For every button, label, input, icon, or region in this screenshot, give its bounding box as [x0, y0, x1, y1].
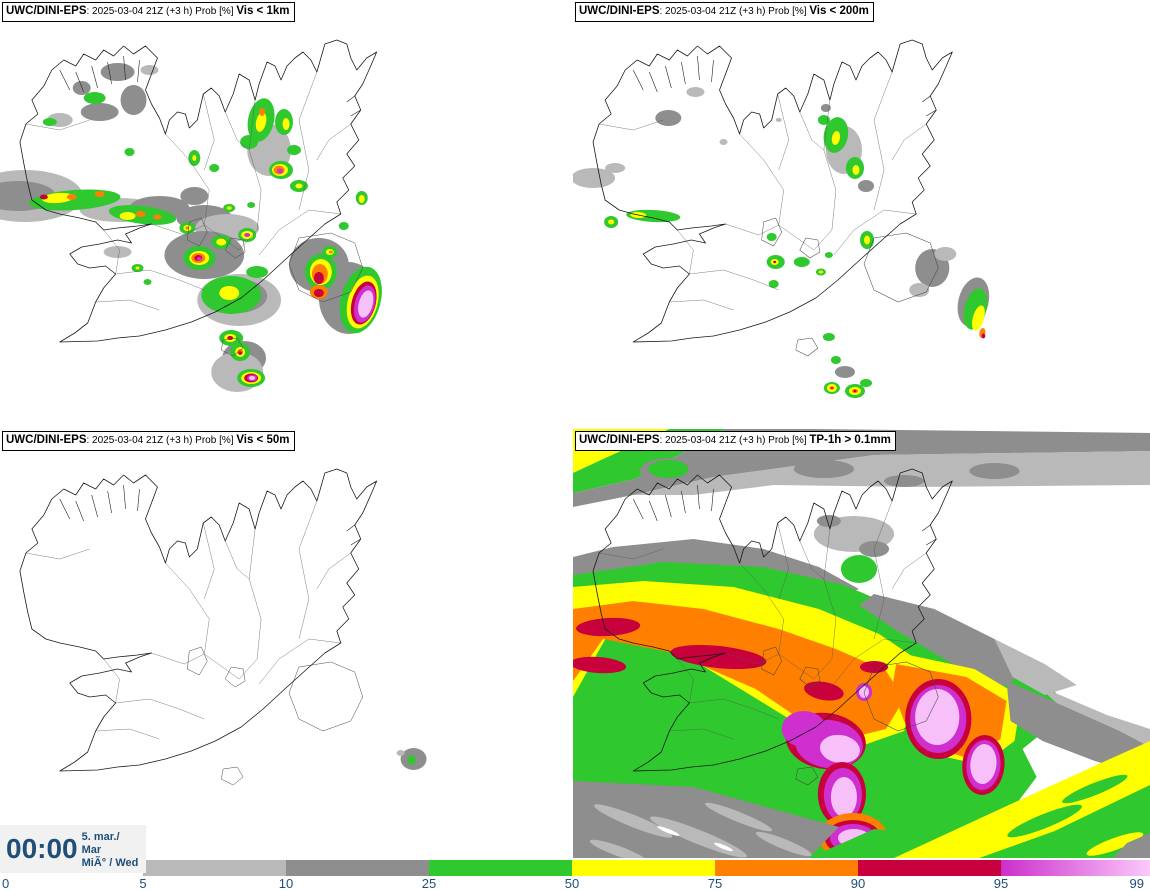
model-name: UWC/DINI-EPS — [6, 5, 87, 17]
panel-title-vis-200m: UWC/DINI-EPS: 2025-03-04 21Z (+3 h) Prob… — [575, 2, 874, 22]
legend-tick-label: 0 — [2, 876, 10, 891]
probability-field — [573, 87, 990, 398]
run-info: : 2025-03-04 21Z (+3 h) Prob [%] — [86, 435, 237, 446]
map-vis-50m — [19, 468, 427, 786]
legend-tick-label: 50 — [564, 876, 580, 891]
parameter-label: Vis < 1km — [236, 5, 290, 17]
run-info: : 2025-03-04 21Z (+3 h) Prob [%] — [659, 6, 810, 17]
legend-tick-label: 10 — [278, 876, 294, 891]
iceland-coastline — [19, 468, 378, 772]
legend-segment — [858, 860, 1001, 876]
map-vis-1km — [0, 39, 382, 392]
model-name: UWC/DINI-EPS — [579, 5, 660, 17]
legend-segment — [1001, 860, 1150, 876]
panel-tp-1h: UWC/DINI-EPS: 2025-03-04 21Z (+3 h) Prob… — [573, 429, 1150, 858]
legend-segment — [429, 860, 572, 876]
panel-vis-1km: UWC/DINI-EPS: 2025-03-04 21Z (+3 h) Prob… — [0, 0, 573, 429]
parameter-label: Vis < 200m — [809, 5, 869, 17]
legend-tick-label: 5 — [139, 876, 147, 891]
legend-tick-label: 99 — [1129, 876, 1144, 891]
legend-tick-label: 75 — [707, 876, 723, 891]
panel-title-vis-50m: UWC/DINI-EPS: 2025-03-04 21Z (+3 h) Prob… — [2, 431, 295, 451]
iceland-coastline — [592, 39, 953, 343]
legend-colorbar — [143, 860, 1150, 876]
map-linework — [19, 468, 378, 786]
panel-vis-50m: UWC/DINI-EPS: 2025-03-04 21Z (+3 h) Prob… — [0, 429, 573, 858]
map-linework — [592, 468, 953, 786]
probability-legend: 0 5 10 25 50 75 90 95 99 — [0, 858, 1150, 891]
model-name: UWC/DINI-EPS — [6, 434, 87, 446]
probability-field — [573, 429, 1150, 858]
parameter-label: Vis < 50m — [236, 434, 290, 446]
run-info: : 2025-03-04 21Z (+3 h) Prob [%] — [659, 435, 810, 446]
map-linework — [19, 39, 378, 357]
legend-segment — [715, 860, 858, 876]
valid-date-line: Mar — [81, 843, 102, 856]
legend-tick-label: 95 — [993, 876, 1009, 891]
iceland-coastline — [592, 468, 953, 772]
panel-title-tp-1h: UWC/DINI-EPS: 2025-03-04 21Z (+3 h) Prob… — [575, 431, 896, 451]
panel-vis-200m: UWC/DINI-EPS: 2025-03-04 21Z (+3 h) Prob… — [573, 0, 1150, 429]
probability-field — [0, 63, 382, 392]
valid-date-block: 5. mar./ Mar MiÃ° / Wed — [82, 831, 139, 870]
iceland-coastline — [19, 39, 378, 343]
valid-date-line: 5. mar./ — [81, 830, 120, 843]
panel-title-vis-1km: UWC/DINI-EPS: 2025-03-04 21Z (+3 h) Prob… — [2, 2, 295, 22]
valid-time-clock: 00:00 5. mar./ Mar MiÃ° / Wed — [0, 825, 146, 873]
map-linework — [592, 39, 953, 357]
valid-time: 00:00 — [6, 833, 78, 864]
probability-field — [396, 748, 427, 770]
legend-segment — [572, 860, 715, 876]
map-tp-1h — [573, 429, 1150, 858]
legend-tick-label: 25 — [421, 876, 437, 891]
model-name: UWC/DINI-EPS — [579, 434, 660, 446]
valid-date-line: MiÃ° / Wed — [81, 856, 139, 869]
run-info: : 2025-03-04 21Z (+3 h) Prob [%] — [86, 6, 237, 17]
parameter-label: TP-1h > 0.1mm — [809, 434, 891, 446]
legend-segment — [143, 860, 286, 876]
legend-tick-label: 90 — [850, 876, 866, 891]
map-vis-200m — [573, 39, 990, 398]
legend-tick-labels: 0 5 10 25 50 75 90 95 99 — [0, 876, 1150, 891]
legend-segment — [286, 860, 429, 876]
